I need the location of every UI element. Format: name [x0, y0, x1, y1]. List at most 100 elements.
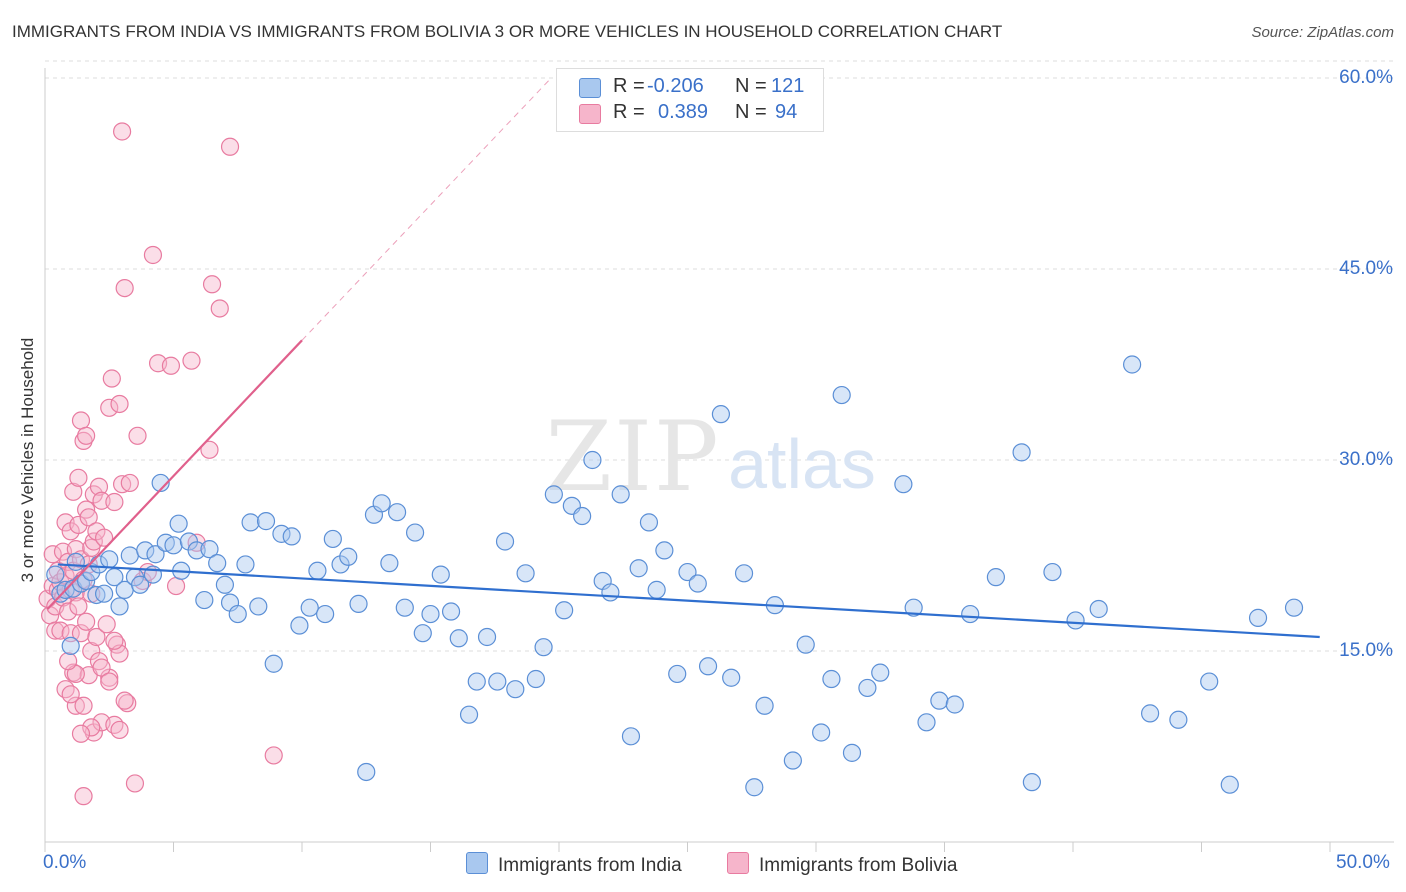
india-point [249, 597, 268, 616]
bolivia-point [66, 540, 85, 559]
bolivia-point [82, 641, 101, 661]
india-point [195, 590, 214, 610]
india-point [316, 604, 335, 624]
bolivia-point [69, 597, 88, 616]
bolivia-point [102, 369, 121, 388]
india-point [395, 598, 414, 617]
india-point [655, 541, 674, 560]
bolivia-point [64, 482, 83, 501]
india-point [639, 513, 659, 532]
bolivia-point [61, 624, 80, 643]
india-point [783, 751, 802, 770]
bolivia-point [264, 746, 283, 765]
india-point [339, 547, 358, 566]
india-point [894, 475, 913, 494]
india-point [858, 678, 877, 698]
india-swatch [579, 78, 601, 98]
bolivia-point [202, 275, 222, 294]
india-point [1140, 704, 1160, 723]
watermark: ZIP atlas [545, 401, 876, 513]
india-point [282, 527, 301, 546]
india-point [573, 506, 592, 526]
bolivia-point [125, 774, 145, 793]
india-point [1089, 599, 1108, 619]
india-point [449, 629, 468, 648]
bolivia-point [120, 473, 139, 493]
bolivia-point [89, 477, 109, 496]
india-point [349, 594, 368, 613]
stats-row-india: R = -0.206 N = 121 [557, 74, 823, 102]
india-point [421, 604, 440, 624]
india-point [431, 565, 450, 584]
bolivia-point [87, 627, 106, 647]
india-trend-line [57, 563, 1320, 639]
india-point [290, 616, 309, 635]
bolivia-point [71, 411, 91, 430]
india-point [46, 565, 65, 584]
bolivia-point [59, 652, 78, 671]
india-point [544, 485, 563, 504]
india-point [100, 550, 119, 569]
bolivia-point [74, 787, 93, 806]
india-point [61, 636, 80, 656]
india-point [842, 743, 862, 762]
india-point [120, 546, 139, 565]
india-point [228, 604, 247, 624]
india-point [66, 552, 85, 571]
bolivia-point [79, 508, 98, 527]
india-point [688, 574, 707, 593]
india-point [822, 669, 841, 689]
india-point [95, 584, 114, 603]
r-label: R = [613, 75, 645, 97]
india-r-value: -0.206 [647, 75, 704, 97]
bolivia-point [105, 631, 124, 650]
india-point [647, 580, 666, 599]
india-point [169, 514, 188, 533]
india-point [215, 575, 234, 594]
india-point [812, 723, 831, 742]
india-point [187, 541, 206, 560]
n-label: N = [735, 101, 767, 123]
india-point [372, 494, 391, 513]
bolivia-point [74, 431, 93, 450]
bolivia-point [100, 672, 119, 691]
bolivia-point [166, 576, 186, 596]
y-tick-label-2: 45.0% [1339, 258, 1393, 279]
bolivia-point [97, 615, 116, 634]
bolivia-point [56, 680, 75, 699]
bolivia-swatch [579, 104, 601, 124]
trend-lines [46, 80, 1320, 639]
y-tick-label-0: 15.0% [1339, 640, 1393, 661]
bolivia-point [112, 475, 132, 494]
bolivia-point [143, 245, 163, 265]
india-point [323, 529, 342, 549]
bolivia-point [200, 440, 219, 459]
bolivia-point [115, 691, 134, 710]
india-point [357, 762, 376, 782]
bolivia-point [161, 356, 181, 375]
bolivia-point [112, 122, 132, 141]
india-point [917, 713, 936, 732]
india-point [945, 695, 964, 714]
india-point [711, 405, 731, 424]
india-point [526, 669, 545, 689]
bolivia-point [71, 624, 91, 643]
bolivia-r-value: 0.389 [658, 101, 709, 123]
india-point [755, 696, 774, 715]
india-point [904, 598, 923, 617]
india-point [1043, 562, 1062, 582]
bolivia-trend-extension [301, 80, 550, 341]
india-point [734, 564, 754, 583]
axes [44, 68, 1394, 852]
watermark-atlas: atlas [728, 425, 876, 503]
bolivia-point [110, 394, 129, 414]
india-point [1066, 611, 1085, 630]
india-point [796, 635, 815, 654]
india-point [87, 585, 106, 605]
india-point [380, 554, 399, 573]
india-point [1200, 672, 1219, 691]
india-point [164, 536, 183, 555]
bolivia-point [182, 351, 201, 370]
bolivia-point [105, 492, 124, 512]
bolivia-point [69, 515, 88, 535]
